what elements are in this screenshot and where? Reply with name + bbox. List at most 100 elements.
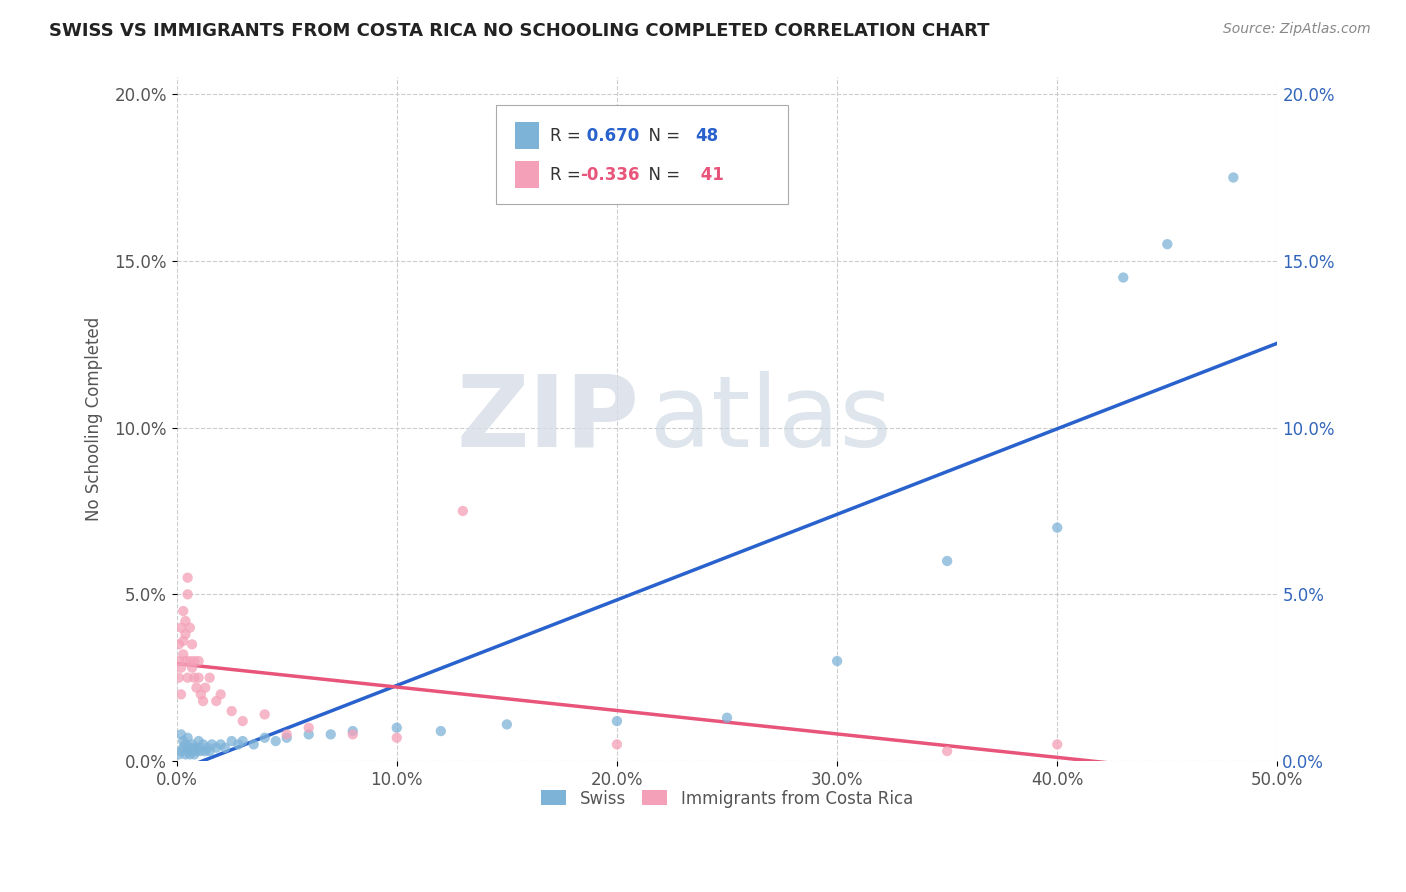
FancyBboxPatch shape (515, 161, 538, 188)
Point (495, 717, 517, 731)
Point (242, 738, 264, 752)
FancyBboxPatch shape (515, 122, 538, 149)
Text: 41: 41 (695, 166, 724, 184)
Point (191, 738, 214, 752)
Point (179, 747, 201, 762)
Point (176, 571, 198, 585)
Point (174, 627, 197, 641)
Point (276, 731, 298, 745)
Point (187, 671, 209, 685)
Point (170, 661, 193, 675)
Point (176, 731, 198, 745)
Point (181, 738, 204, 752)
Point (172, 740, 194, 755)
Point (167, 637, 190, 651)
Point (319, 727, 342, 741)
Point (174, 747, 197, 762)
Point (172, 734, 194, 748)
Text: 48: 48 (695, 127, 718, 145)
Point (170, 744, 193, 758)
Text: atlas: atlas (650, 371, 891, 467)
Point (172, 604, 194, 618)
Point (198, 671, 221, 685)
Point (183, 747, 205, 762)
Point (187, 734, 209, 748)
Text: Source: ZipAtlas.com: Source: ZipAtlas.com (1223, 22, 1371, 37)
Point (167, 747, 190, 762)
Point (170, 621, 193, 635)
Point (253, 707, 276, 722)
Point (190, 687, 212, 701)
Point (174, 654, 197, 668)
Point (1046, 521, 1069, 535)
Point (276, 727, 298, 741)
Point (187, 654, 209, 668)
Point (201, 738, 224, 752)
Point (430, 724, 453, 739)
Point (191, 694, 214, 708)
Point (264, 734, 287, 748)
Legend: Swiss, Immigrants from Costa Rica: Swiss, Immigrants from Costa Rica (534, 783, 920, 814)
Point (179, 740, 201, 755)
Point (226, 738, 249, 752)
Point (232, 714, 254, 728)
Text: -0.336: -0.336 (581, 166, 640, 184)
Point (385, 721, 408, 735)
Point (1112, 270, 1135, 285)
Y-axis label: No Schooling Completed: No Schooling Completed (86, 318, 103, 522)
Point (172, 634, 194, 648)
Point (194, 681, 217, 695)
Point (176, 587, 198, 601)
Point (385, 731, 408, 745)
Point (186, 681, 208, 695)
Point (181, 744, 204, 758)
Point (825, 654, 848, 668)
Point (209, 738, 232, 752)
Text: R =: R = (550, 166, 586, 184)
Point (209, 687, 232, 701)
Point (179, 654, 201, 668)
Point (179, 621, 201, 635)
Point (342, 727, 364, 741)
Point (221, 734, 243, 748)
Point (936, 744, 959, 758)
Point (205, 694, 228, 708)
Point (183, 671, 205, 685)
Point (298, 727, 321, 741)
Text: N =: N = (638, 166, 685, 184)
Point (936, 554, 959, 568)
Point (183, 654, 205, 668)
Point (181, 661, 204, 675)
Point (190, 744, 212, 758)
Point (606, 738, 628, 752)
Point (170, 727, 193, 741)
Point (342, 724, 364, 739)
Point (176, 744, 198, 758)
Point (221, 704, 243, 718)
Point (181, 637, 204, 651)
Point (198, 744, 221, 758)
Point (1156, 237, 1178, 252)
Point (214, 740, 236, 755)
Point (606, 714, 628, 728)
Point (183, 740, 205, 755)
Point (205, 740, 228, 755)
Point (1046, 738, 1069, 752)
Text: SWISS VS IMMIGRANTS FROM COSTA RICA NO SCHOOLING COMPLETED CORRELATION CHART: SWISS VS IMMIGRANTS FROM COSTA RICA NO S… (49, 22, 990, 40)
Point (186, 744, 208, 758)
Text: R =: R = (550, 127, 586, 145)
Point (253, 731, 276, 745)
Point (176, 671, 198, 685)
Point (167, 654, 190, 668)
Point (716, 711, 738, 725)
Point (197, 740, 219, 755)
Text: N =: N = (638, 127, 685, 145)
Point (170, 687, 193, 701)
Point (187, 740, 209, 755)
Point (232, 734, 254, 748)
Point (174, 614, 197, 628)
Point (167, 671, 190, 685)
Point (451, 504, 474, 518)
Text: 0.670: 0.670 (581, 127, 638, 145)
Point (172, 648, 194, 662)
